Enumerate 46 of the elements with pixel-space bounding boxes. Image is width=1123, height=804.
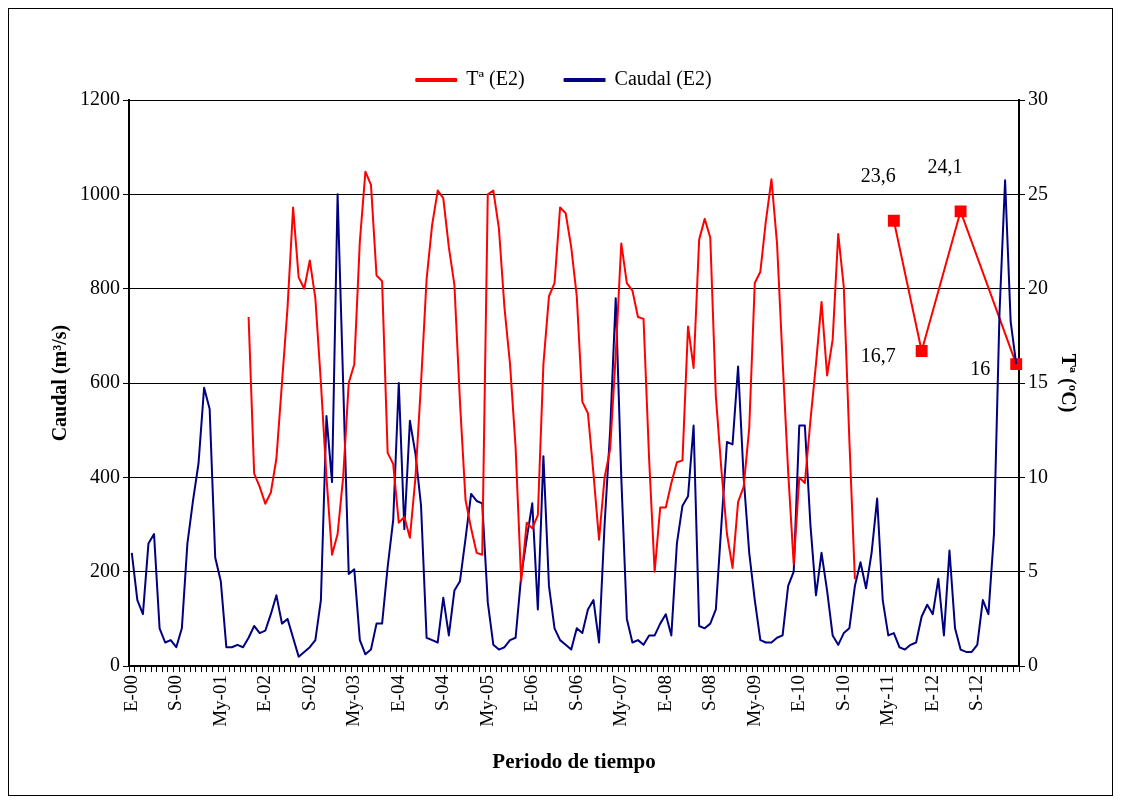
x-tick-label: S-10 — [831, 675, 853, 711]
y-tick-label: 200 — [90, 558, 120, 581]
x-tick-label: S-06 — [564, 675, 586, 711]
y-tick-label: 0 — [110, 653, 120, 676]
x-tick-label: S-08 — [698, 675, 720, 711]
x-tick-label: S-04 — [431, 674, 453, 711]
y-axis-title: Caudal (m³/s) — [48, 324, 72, 442]
y2-tick-label: 5 — [1028, 558, 1038, 581]
point — [954, 205, 967, 218]
x-tick-label: My-01 — [208, 675, 230, 727]
y-tick-label: 800 — [90, 275, 120, 298]
x-axis-title: Periodo de tiempo — [492, 748, 656, 773]
point — [887, 214, 900, 227]
legend-label: Tª (E2) — [466, 67, 525, 91]
x-tick-label: My-03 — [342, 675, 364, 727]
data-label: 16 — [970, 357, 991, 380]
data-label: 16,7 — [860, 344, 896, 367]
y2-tick-label: 30 — [1028, 87, 1048, 110]
point — [915, 345, 928, 357]
y2-axis-title: Tª (ºC) — [1056, 353, 1080, 413]
y-tick-label: 1200 — [80, 87, 120, 110]
y2-tick-label: 10 — [1028, 464, 1048, 487]
x-tick-label: My-05 — [475, 675, 497, 727]
y-tick-label: 600 — [90, 370, 120, 393]
data-label: 24,1 — [927, 154, 963, 177]
y2-tick-label: 20 — [1028, 275, 1048, 298]
x-tick-label: My-09 — [742, 675, 764, 727]
y-tick-label: 400 — [90, 464, 120, 487]
y-tick-label: 1000 — [80, 181, 120, 204]
x-tick-label: My-11 — [876, 675, 898, 727]
y2-tick-label: 15 — [1028, 370, 1048, 393]
x-tick-label: E-02 — [253, 675, 275, 713]
x-tick-label: E-10 — [787, 675, 809, 713]
x-tick-label: E-12 — [920, 675, 942, 713]
x-tick-label: E-08 — [653, 675, 675, 713]
data-label: 23,6 — [860, 164, 896, 187]
x-tick-label: E-04 — [386, 674, 408, 713]
legend-label: Caudal (E2) — [614, 67, 712, 91]
x-tick-label: E-06 — [520, 675, 542, 713]
x-tick-label: S-12 — [965, 675, 987, 711]
y2-tick-label: 0 — [1028, 653, 1038, 676]
x-tick-label: E-00 — [119, 675, 141, 713]
x-tick-label: S-02 — [297, 675, 319, 711]
x-tick-label: S-00 — [164, 675, 186, 711]
y2-tick-label: 25 — [1028, 181, 1048, 204]
x-tick-label: My-07 — [609, 675, 631, 727]
